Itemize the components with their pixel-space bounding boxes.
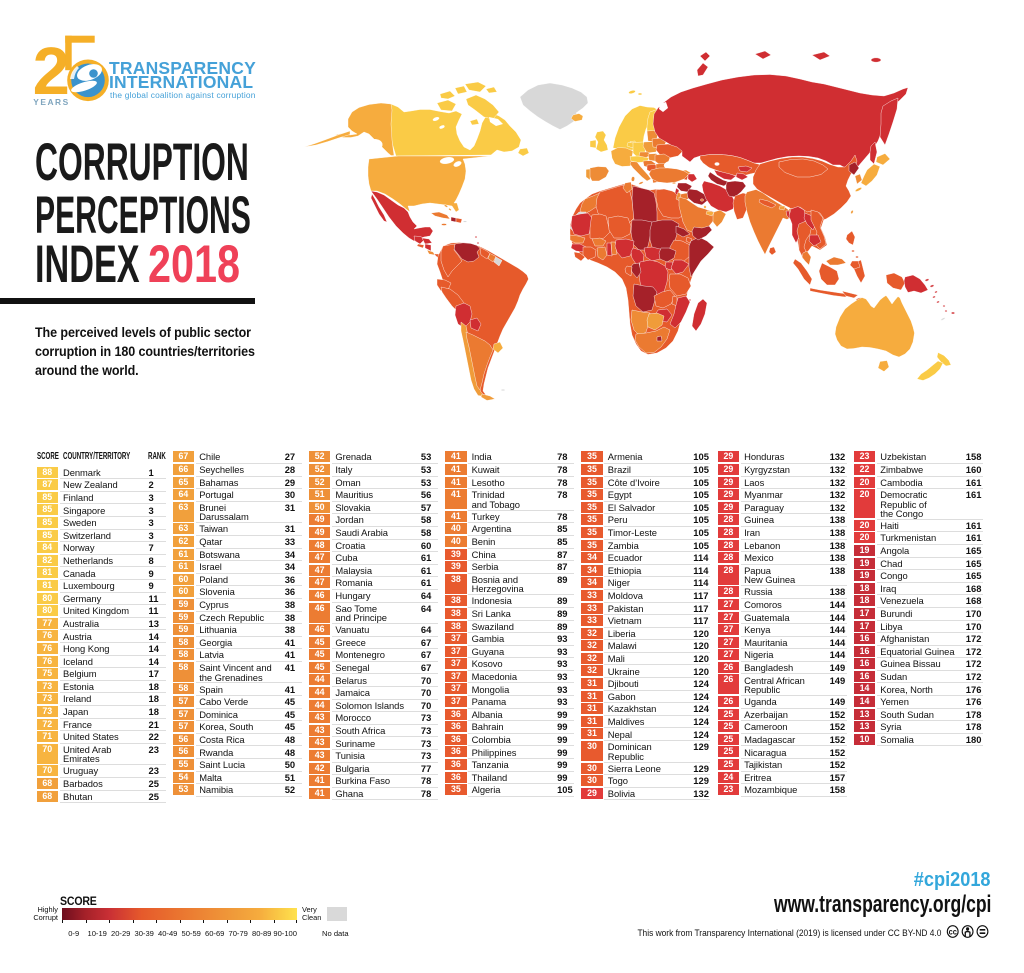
svg-text:cc: cc <box>949 927 958 936</box>
svg-text:2: 2 <box>33 34 70 109</box>
svg-text:YEARS: YEARS <box>33 97 70 107</box>
